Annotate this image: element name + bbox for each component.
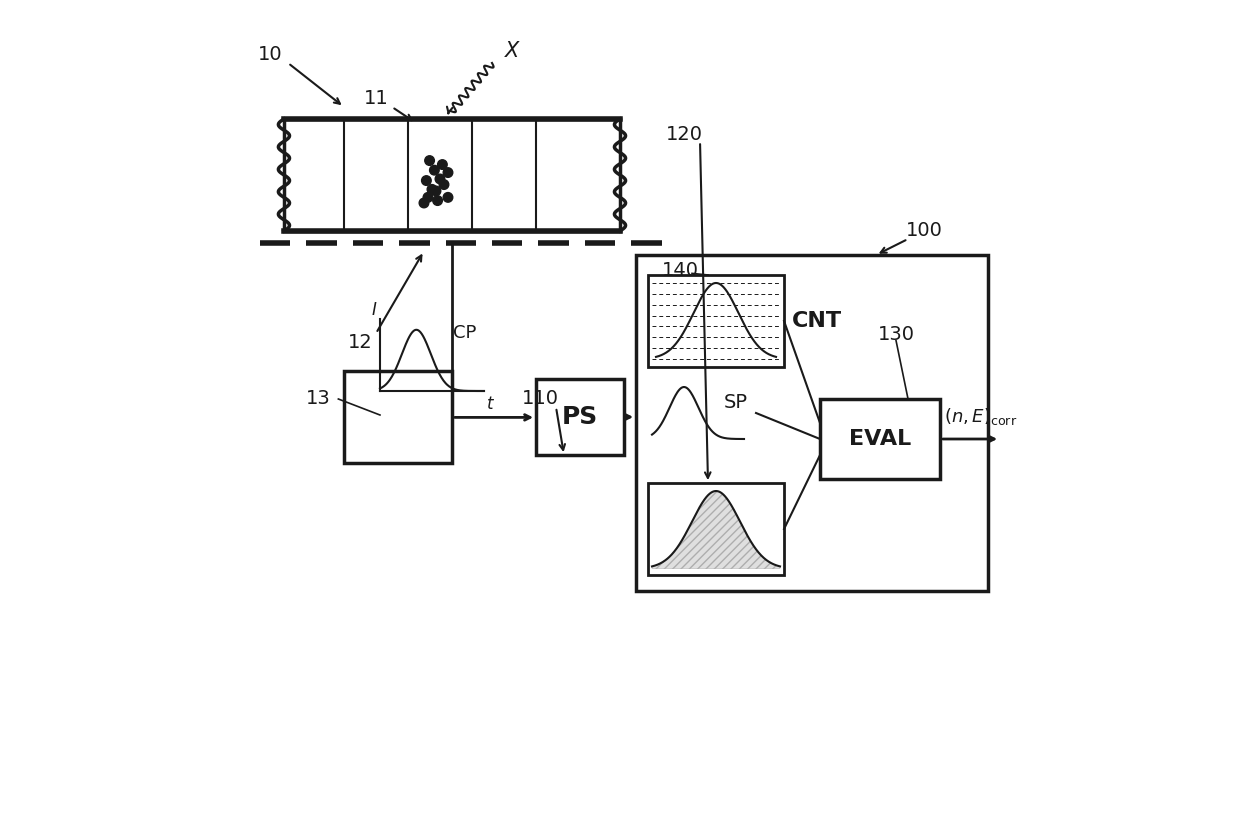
Text: EVAL: EVAL [849,429,911,449]
Circle shape [439,180,449,190]
Bar [649,275,784,367]
Text: SP: SP [724,393,748,412]
Text: 10: 10 [258,46,283,64]
Text: 120: 120 [666,125,703,144]
Text: CNT: CNT [792,311,842,331]
Text: PS: PS [562,405,598,429]
Text: 13: 13 [305,389,330,409]
Text: t: t [487,395,494,413]
Bar [536,379,624,455]
Circle shape [435,174,445,184]
Circle shape [433,196,443,205]
Text: 12: 12 [347,334,372,352]
Circle shape [419,198,429,208]
Circle shape [429,165,439,175]
Circle shape [422,176,432,186]
Bar [343,371,451,463]
Circle shape [425,155,434,165]
Circle shape [438,160,448,169]
Text: 110: 110 [522,389,558,409]
Text: X: X [505,41,520,61]
Bar [649,483,784,575]
Text: 140: 140 [661,261,698,281]
Text: 100: 100 [905,221,942,240]
Text: 11: 11 [363,90,388,108]
Circle shape [423,193,433,202]
Circle shape [427,185,436,195]
Circle shape [443,168,453,177]
Bar [636,255,988,591]
Text: 130: 130 [878,326,915,344]
Bar [284,119,620,231]
Circle shape [432,186,440,196]
Text: CP: CP [453,325,476,343]
Bar [820,399,940,479]
Text: I: I [371,301,376,319]
Circle shape [443,193,453,202]
Text: $(n, E)_{\mathrm{corr}}$: $(n, E)_{\mathrm{corr}}$ [944,406,1017,427]
